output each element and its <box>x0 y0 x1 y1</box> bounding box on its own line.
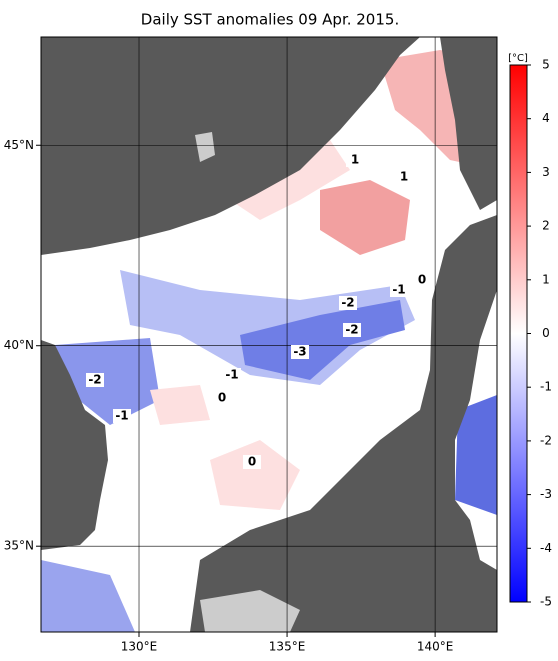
lon-tick-label: 135°E <box>269 640 306 654</box>
colorbar-tick-label: -4 <box>540 541 552 555</box>
contour-label: 1 <box>400 170 408 184</box>
land <box>190 215 497 632</box>
colorbar-ticks: -5 -4 -3 -2 -1 0 1 2 3 4 5 <box>527 58 552 609</box>
contour-label: -2 <box>341 296 354 310</box>
map-frame <box>40 36 498 633</box>
contour-label-box <box>339 296 357 310</box>
contour-label-box <box>86 373 104 387</box>
contour-label: 0 <box>248 455 256 469</box>
lon-tick-label: 140°E <box>417 640 454 654</box>
contour-label-box <box>291 345 309 359</box>
contour-label-box <box>390 283 408 297</box>
contour-label: -2 <box>345 323 358 337</box>
contour-label-box <box>243 455 261 469</box>
island <box>195 132 215 162</box>
colorbar-tick-label: -3 <box>540 487 552 501</box>
contour-label-box <box>346 153 364 167</box>
inland-sea <box>200 590 300 632</box>
colorbar-tick-label: 0 <box>542 326 550 340</box>
contour-label: 0 <box>218 391 226 405</box>
contour-label: 1 <box>351 153 359 167</box>
lat-tick-label: 35°N <box>4 539 34 553</box>
contour-label-box <box>413 273 431 287</box>
warm-area <box>150 385 210 425</box>
colorbar-tick-label: 1 <box>542 272 550 286</box>
lon-tick-label: 130°E <box>121 640 158 654</box>
colorbar-tick-label: -5 <box>540 595 552 609</box>
contour-labels: 1 1 0 -1 -2 -2 -3 -1 0 -2 -1 0 <box>86 153 431 469</box>
colorbar-tick-label: -1 <box>540 380 552 394</box>
contour-label-box <box>213 391 231 405</box>
colorbar-tick-label: 5 <box>542 58 550 72</box>
contour-label: -2 <box>88 373 101 387</box>
cool-area <box>55 338 160 425</box>
colorbar <box>509 64 528 603</box>
contour-label: 0 <box>418 273 426 287</box>
contour-label: -1 <box>225 368 238 382</box>
colorbar-tick-label: 3 <box>542 165 550 179</box>
contour-label: -1 <box>392 283 405 297</box>
contour-label: -1 <box>115 409 128 423</box>
colorbar-unit: [°C] <box>508 53 528 64</box>
land <box>41 37 420 255</box>
cool-area <box>240 300 405 380</box>
lat-tick-label: 40°N <box>4 338 34 352</box>
contour-label: -3 <box>293 345 306 359</box>
colorbar-tick-label: -2 <box>540 433 552 447</box>
warm-area <box>320 180 410 255</box>
land <box>41 340 108 550</box>
contour-label-box <box>343 323 361 337</box>
map <box>41 37 497 632</box>
colorbar-tick-label: 4 <box>542 111 550 125</box>
cool-area <box>455 395 497 515</box>
title: Daily SST anomalies 09 Apr. 2015. <box>141 11 399 29</box>
grid <box>41 37 497 632</box>
contour-label-box <box>395 170 413 184</box>
land <box>440 37 497 210</box>
warm-area <box>210 440 300 510</box>
colorbar-tick-label: 2 <box>542 219 550 233</box>
contour-label-box <box>113 409 131 423</box>
cool-area <box>41 560 135 632</box>
lat-tick-label: 45°N <box>4 138 34 152</box>
contour-label-box <box>223 368 241 382</box>
